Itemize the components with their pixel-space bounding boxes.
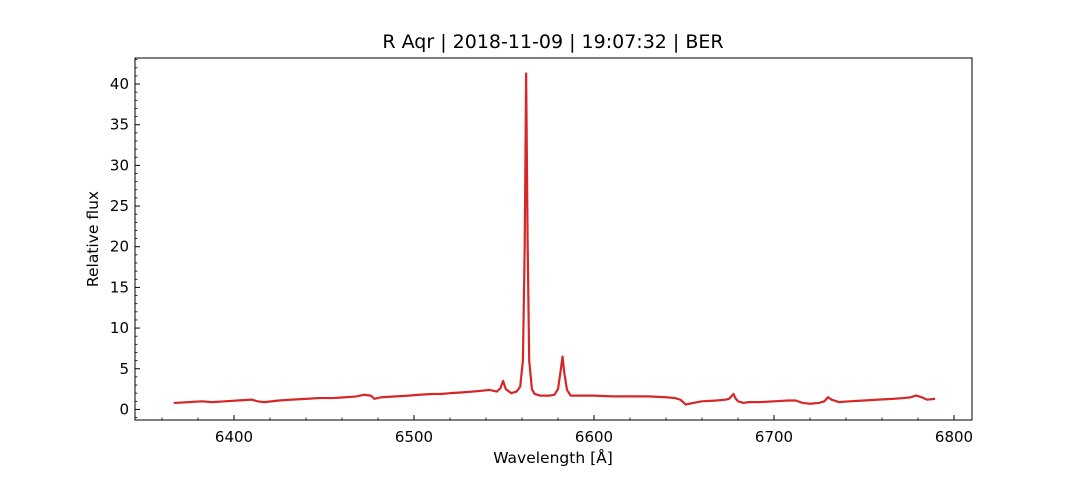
y-tick-label: 35 xyxy=(110,116,129,134)
chart-title: R Aqr | 2018-11-09 | 19:07:32 | BER xyxy=(382,31,723,53)
y-tick-label: 10 xyxy=(110,319,129,337)
spectrum-line xyxy=(173,72,936,406)
x-tick-label: 6700 xyxy=(755,428,793,446)
x-tick-label: 6800 xyxy=(935,428,973,446)
y-tick-label: 15 xyxy=(110,278,129,296)
x-tick-label: 6500 xyxy=(395,428,433,446)
y-tick-label: 25 xyxy=(110,197,129,215)
x-axis-label: Wavelength [Å] xyxy=(493,448,613,467)
y-tick-label: 5 xyxy=(119,360,129,378)
x-tick-label: 6600 xyxy=(575,428,613,446)
y-axis-label: Relative flux xyxy=(84,191,102,287)
plot-area: 6400 6500 6600 6700 6800 0 5 10 15 20 25 30 35 40 xyxy=(110,57,973,446)
y-tick-label: 20 xyxy=(110,238,129,256)
axes-frame xyxy=(134,57,973,421)
y-tick-label: 30 xyxy=(110,156,129,174)
y-tick-label: 0 xyxy=(119,400,129,418)
y-tick-label: 40 xyxy=(110,75,129,93)
x-tick-label: 6400 xyxy=(215,428,253,446)
